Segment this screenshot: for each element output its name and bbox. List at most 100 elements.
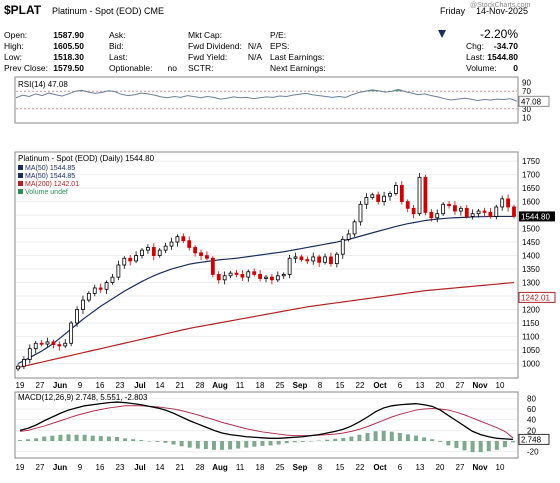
legend-label: MA(200) 1242.01 xyxy=(25,181,79,188)
x-axis-label: 23 xyxy=(116,381,125,390)
candle-body xyxy=(394,184,398,194)
x-axis-label: 15 xyxy=(336,381,345,390)
candle-body xyxy=(39,342,44,345)
macd-histogram-bar xyxy=(276,441,281,445)
rsi-tick-label: 30 xyxy=(522,105,531,114)
macd-histogram-bar xyxy=(486,441,491,452)
macd-histogram-bar xyxy=(397,433,402,441)
symbol-title: $PLAT xyxy=(4,3,42,17)
legend-swatch xyxy=(18,173,23,178)
quote-label: Last Earnings: xyxy=(270,52,324,62)
candle-body xyxy=(323,256,327,263)
x-axis-label: Sep xyxy=(293,463,308,472)
macd-tick-label: 80 xyxy=(527,394,536,403)
x-axis-label: Nov xyxy=(472,381,488,390)
candle-body xyxy=(205,255,209,259)
macd-histogram-bar xyxy=(462,441,467,451)
x-axis-label: Jun xyxy=(53,463,67,472)
candle-body xyxy=(122,257,127,266)
candle-body xyxy=(240,274,245,278)
x-axis-label: 20 xyxy=(436,381,445,390)
candle-body xyxy=(63,342,68,347)
macd-histogram-bar xyxy=(502,441,507,448)
candle-body xyxy=(370,194,375,198)
quote-value: N/A xyxy=(248,41,263,51)
macd-tick-label: -20 xyxy=(527,448,539,457)
macd-histogram-bar xyxy=(292,441,297,443)
macd-histogram-bar xyxy=(58,434,63,441)
macd-histogram-bar xyxy=(438,441,443,442)
rsi-panel xyxy=(14,76,519,124)
macd-tick-label: 60 xyxy=(527,405,536,414)
macd-histogram-bar xyxy=(511,441,515,443)
macd-histogram-bar xyxy=(308,441,313,442)
candle-body xyxy=(334,253,339,265)
x-axis-label: Jul xyxy=(134,463,146,472)
x-axis-label: 19 xyxy=(16,463,25,472)
macd-histogram-bar xyxy=(454,441,459,449)
x-axis-label: 13 xyxy=(416,463,425,472)
x-axis-label: 28 xyxy=(196,381,205,390)
macd-histogram-bar xyxy=(478,441,483,453)
rsi-title: RSI(14) 47.08 xyxy=(18,80,68,89)
x-axis-label: 16 xyxy=(96,463,105,472)
candle-body xyxy=(75,309,79,324)
x-axis-label: 22 xyxy=(356,381,365,390)
candle-body xyxy=(57,344,62,347)
quote-label: Mkt Cap: xyxy=(188,30,222,40)
last-price-tag xyxy=(519,211,555,222)
macd-histogram-bar xyxy=(106,436,111,441)
candle-body xyxy=(86,292,91,301)
candle-body xyxy=(411,207,416,215)
price-tick-label: 1700 xyxy=(522,171,540,180)
x-axis-label: Oct xyxy=(373,463,387,472)
x-axis-label: 10 xyxy=(496,463,505,472)
macd-histogram-bar xyxy=(349,436,354,441)
quote-label: Optionable: xyxy=(109,63,152,73)
candle-body xyxy=(329,256,333,265)
x-axis-label: 27 xyxy=(456,381,465,390)
price-tick-label: 1050 xyxy=(522,346,540,355)
x-axis-label: 13 xyxy=(416,381,425,390)
candle-body xyxy=(27,348,32,360)
candle-body xyxy=(98,287,103,290)
candle-body xyxy=(270,276,274,281)
candle-body xyxy=(222,275,227,281)
price-tick-label: 1100 xyxy=(522,333,540,342)
macd-histogram-bar xyxy=(422,437,427,441)
macd-histogram-bar xyxy=(373,431,378,441)
quote-label: Next Earnings: xyxy=(270,63,326,73)
macd-histogram-bar xyxy=(179,441,184,447)
price-tick-label: 1200 xyxy=(522,306,540,315)
candle-body xyxy=(470,213,475,217)
x-axis-label: 11 xyxy=(236,463,245,472)
x-axis-label: 8 xyxy=(318,381,323,390)
candle-body xyxy=(275,275,280,281)
macd-histogram-bar xyxy=(414,435,419,441)
ma200-line xyxy=(17,281,515,369)
candle-body xyxy=(92,287,97,294)
rsi-tick-label: 10 xyxy=(522,114,531,123)
quote-value: 0 xyxy=(513,63,518,73)
candle-body xyxy=(458,207,463,212)
x-axis-label: 9 xyxy=(78,463,83,472)
x-axis-label: Oct xyxy=(373,381,387,390)
quote-label: Low: xyxy=(4,52,22,62)
candle-body xyxy=(110,276,115,283)
x-axis-label: 18 xyxy=(256,381,265,390)
candle-body xyxy=(287,257,292,275)
macd-histogram-bar xyxy=(252,441,257,447)
macd-histogram-bar xyxy=(82,434,87,441)
macd-histogram-bar xyxy=(203,441,208,449)
candle-body xyxy=(151,247,156,256)
candle-body xyxy=(423,176,428,213)
x-axis-label: Nov xyxy=(472,463,488,472)
macd-title: MACD(12,26,9) 2.748, 5.551, -2.803 xyxy=(18,393,148,402)
candle-body xyxy=(317,256,322,263)
price-tick-label: 1350 xyxy=(522,265,540,274)
x-axis-label: 25 xyxy=(276,381,285,390)
macd-histogram-bar xyxy=(123,438,128,441)
candle-body xyxy=(258,274,262,279)
candle-body xyxy=(405,201,410,209)
